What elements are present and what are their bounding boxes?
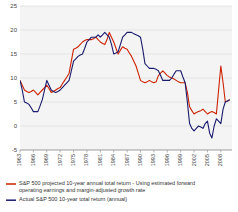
legend-swatch: [6, 183, 16, 185]
x-tick: [113, 150, 114, 153]
y-tick-label: 10: [10, 75, 17, 81]
x-axis-line: [20, 150, 232, 151]
y-tick-label: -5: [12, 147, 18, 153]
chart: -5 0 5 10 15 20 25 1963 1966 1969 1972 1975 1978 1981…: [0, 0, 238, 212]
x-tick-label: 1963: [16, 154, 22, 166]
x-tick: [86, 150, 87, 153]
legend-label: S&P 500 projected 10-year annual total r…: [19, 180, 195, 193]
y-tick-label: 20: [10, 27, 17, 33]
y-axis: -5 0 5 10 15 20 25: [10, 3, 232, 153]
x-tick: [167, 150, 168, 153]
x-tick-label: 2002: [191, 154, 197, 166]
legend-label-line: operating earnings and margin-adjusted g…: [19, 187, 145, 193]
plot-area: [20, 6, 232, 150]
x-tick: [127, 150, 128, 153]
x-tick-label: 1990: [137, 154, 143, 166]
x-tick-label: 1996: [164, 154, 170, 166]
grid-line: [20, 102, 232, 103]
x-tick: [180, 150, 181, 153]
legend-label: Actual S&P 500 10-year total return (ann…: [19, 197, 127, 203]
x-tick: [46, 150, 47, 153]
x-tick-label: 1978: [83, 154, 89, 166]
x-tick: [100, 150, 101, 153]
legend-label-line: S&P 500 projected 10-year annual total r…: [19, 180, 195, 186]
x-tick: [60, 150, 61, 153]
x-tick: [20, 150, 21, 153]
x-tick-label: 1975: [70, 154, 76, 166]
grid-line: [20, 78, 232, 79]
y-tick-label: 15: [10, 51, 17, 57]
y-tick-label: 0: [14, 123, 18, 129]
y-tick-label: 5: [14, 99, 18, 105]
grid-line: [20, 150, 232, 151]
x-tick-label: 1984: [110, 154, 116, 166]
series-group: [20, 32, 230, 138]
x-tick: [220, 150, 221, 153]
x-tick: [140, 150, 141, 153]
series-line: [20, 32, 230, 114]
grid-line: [20, 30, 232, 31]
grid-line: [20, 6, 232, 7]
series-line: [20, 32, 230, 138]
x-tick: [194, 150, 195, 153]
x-tick-label: 1987: [124, 154, 130, 166]
x-tick-label: 1972: [57, 154, 63, 166]
x-tick: [33, 150, 34, 153]
legend-label-line: Actual S&P 500 10-year total return (ann…: [19, 197, 127, 203]
x-tick: [73, 150, 74, 153]
grid-line: [20, 54, 232, 55]
x-tick: [153, 150, 154, 153]
x-tick: [207, 150, 208, 153]
x-tick-label: 1969: [43, 154, 49, 166]
x-tick-label: 1999: [177, 154, 183, 166]
x-tick-label: 2005: [204, 154, 210, 166]
x-axis: 1963 1966 1969 1972 1975 1978 1981 1984 1987 1990…: [16, 150, 232, 166]
x-tick-label: 1981: [97, 154, 103, 166]
x-tick-label: 1966: [30, 154, 36, 166]
x-tick-label: 1993: [150, 154, 156, 166]
legend-swatch: [6, 199, 16, 201]
legend: S&P 500 projected 10-year annual total r…: [6, 180, 195, 202]
background: [0, 0, 238, 212]
y-tick-label: 25: [10, 3, 17, 9]
x-tick-label: 2008: [217, 154, 223, 166]
